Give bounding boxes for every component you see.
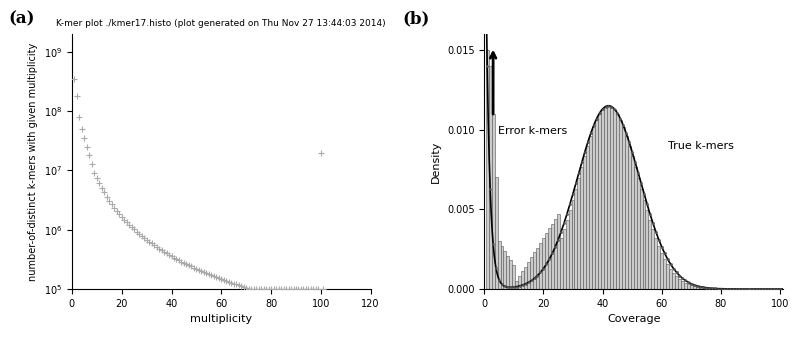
- Bar: [569, 210, 571, 289]
- Y-axis label: number-of-distinct k-mers with given multiplicity: number-of-distinct k-mers with given mul…: [28, 42, 38, 280]
- Bar: [495, 177, 498, 289]
- Bar: [580, 167, 583, 289]
- Bar: [607, 106, 610, 289]
- Bar: [521, 271, 524, 289]
- Bar: [489, 66, 491, 289]
- Bar: [500, 246, 503, 289]
- Bar: [658, 246, 660, 289]
- Bar: [519, 276, 521, 289]
- Bar: [690, 285, 693, 289]
- Bar: [684, 283, 687, 289]
- Text: (b): (b): [402, 10, 429, 27]
- Bar: [649, 220, 651, 289]
- Bar: [705, 288, 708, 289]
- Bar: [566, 220, 569, 289]
- Bar: [524, 267, 527, 289]
- Bar: [654, 238, 658, 289]
- Bar: [666, 264, 669, 289]
- Title: K-mer plot ./kmer17.histo (plot generated on Thu Nov 27 13:44:03 2014): K-mer plot ./kmer17.histo (plot generate…: [57, 19, 386, 28]
- Bar: [663, 259, 666, 289]
- Bar: [681, 281, 684, 289]
- Bar: [507, 256, 510, 289]
- Bar: [696, 287, 698, 289]
- Bar: [545, 233, 548, 289]
- Bar: [630, 156, 634, 289]
- Bar: [491, 114, 495, 289]
- Bar: [512, 265, 515, 289]
- Bar: [595, 120, 598, 289]
- Bar: [574, 189, 578, 289]
- Bar: [625, 136, 628, 289]
- Bar: [510, 260, 512, 289]
- Bar: [610, 107, 613, 289]
- Bar: [589, 136, 592, 289]
- Bar: [702, 288, 705, 289]
- Bar: [583, 156, 586, 289]
- Bar: [486, 50, 489, 289]
- Bar: [660, 253, 663, 289]
- Bar: [672, 273, 675, 289]
- Bar: [687, 284, 690, 289]
- Bar: [646, 210, 649, 289]
- X-axis label: multiplicity: multiplicity: [190, 314, 252, 324]
- Text: True k-mers: True k-mers: [668, 141, 733, 151]
- Bar: [533, 252, 536, 289]
- Bar: [634, 167, 637, 289]
- Bar: [601, 109, 604, 289]
- Bar: [515, 281, 519, 289]
- Bar: [622, 127, 625, 289]
- Bar: [571, 200, 574, 289]
- Bar: [559, 238, 562, 289]
- Bar: [613, 109, 616, 289]
- Bar: [562, 230, 566, 289]
- Bar: [539, 243, 542, 289]
- Bar: [554, 219, 557, 289]
- Bar: [527, 262, 530, 289]
- Bar: [586, 146, 589, 289]
- Bar: [669, 269, 672, 289]
- Bar: [693, 286, 696, 289]
- Bar: [536, 248, 539, 289]
- Bar: [503, 251, 507, 289]
- Y-axis label: Density: Density: [431, 140, 441, 183]
- Bar: [616, 114, 619, 289]
- Bar: [530, 257, 533, 289]
- Bar: [651, 230, 654, 289]
- Bar: [675, 276, 678, 289]
- X-axis label: Coverage: Coverage: [607, 314, 661, 324]
- Bar: [498, 241, 500, 289]
- Text: Error k-mers: Error k-mers: [498, 126, 566, 136]
- Bar: [578, 178, 580, 289]
- Bar: [628, 146, 630, 289]
- Bar: [598, 114, 601, 289]
- Bar: [698, 288, 702, 289]
- Bar: [642, 200, 646, 289]
- Bar: [551, 224, 554, 289]
- Text: (a): (a): [8, 10, 34, 27]
- Bar: [557, 214, 559, 289]
- Bar: [639, 189, 642, 289]
- Bar: [678, 279, 681, 289]
- Bar: [542, 238, 545, 289]
- Bar: [708, 288, 710, 289]
- Bar: [592, 127, 595, 289]
- Bar: [619, 120, 622, 289]
- Bar: [604, 107, 607, 289]
- Bar: [637, 178, 639, 289]
- Bar: [548, 228, 551, 289]
